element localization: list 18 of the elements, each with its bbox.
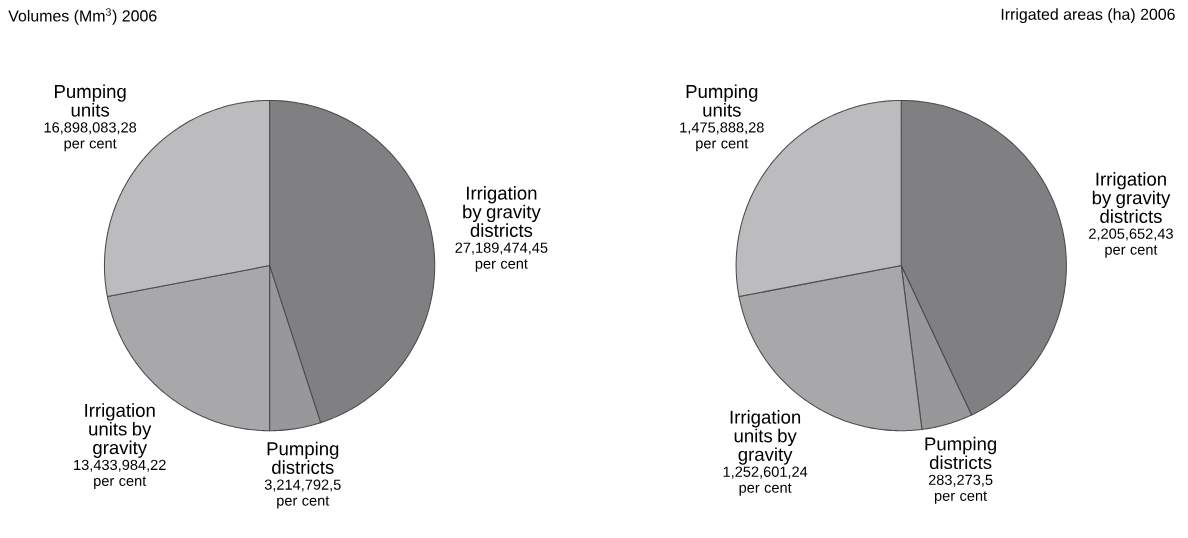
data-label: 283,273,5 per cent bbox=[928, 474, 993, 504]
data-label: 2,205,652,43 per cent bbox=[1089, 228, 1173, 258]
data-label: 3,214,792,5 per cent bbox=[264, 479, 341, 509]
slice-label: Irrigation by gravity districts bbox=[1092, 172, 1171, 223]
slice-label: Pumping units bbox=[686, 84, 758, 117]
slice-label: Irrigation units by gravity bbox=[85, 403, 155, 458]
data-label: 27,189,474,45 per cent bbox=[455, 242, 548, 272]
data-label: 13,433,984,22 per cent bbox=[74, 459, 166, 489]
slice-label: Pumping units bbox=[55, 84, 126, 117]
slice-label: Pumping districts bbox=[267, 441, 339, 474]
chart-title: Irrigated areas (ha) 2006 bbox=[1001, 8, 1175, 23]
data-label: 1,252,601,24 per cent bbox=[723, 466, 808, 496]
slice-label: Pumping districts bbox=[925, 436, 997, 470]
data-label: 1,475,888,28 per cent bbox=[680, 122, 764, 152]
slice-label: Irrigation units by gravity bbox=[730, 410, 801, 465]
chart-title: Volumes (Mm$^{3}$) 2006 bbox=[8, 8, 157, 25]
slice-label: Irrigation by gravity districts bbox=[463, 186, 541, 237]
data-label: 16,898,083,28 per cent bbox=[44, 122, 137, 152]
